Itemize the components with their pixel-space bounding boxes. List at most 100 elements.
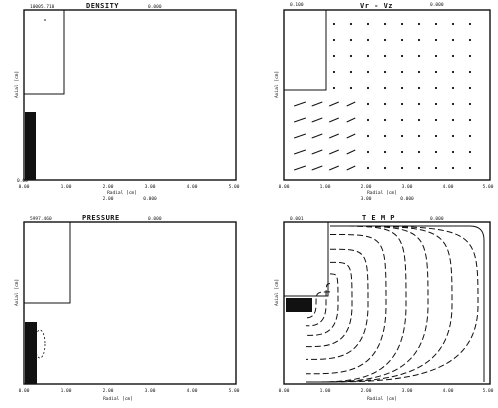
velocity-vector	[468, 134, 472, 138]
density-title: DENSITY	[86, 2, 119, 10]
velocity-vector	[468, 22, 472, 26]
x-tick: 2.00	[361, 184, 372, 190]
velocity-vector	[383, 70, 387, 74]
density-x-ticks: 0.00 1.00 2.00 3.00 4.00 5.00	[19, 184, 240, 190]
velocity-vector	[468, 54, 472, 58]
temp-top-left-value: 0.001	[290, 216, 304, 222]
velocity-title: Vr - Vz	[360, 2, 393, 10]
velocity-vector	[366, 166, 370, 170]
x-tick: 0.00	[279, 184, 290, 190]
isotherm-line	[305, 273, 339, 336]
isotherm-line	[305, 225, 429, 383]
velocity-vector	[451, 150, 455, 154]
velocity-vector	[329, 101, 339, 107]
velocity-vector	[311, 149, 323, 155]
velocity-vector	[434, 150, 438, 154]
velocity-vector-field	[294, 22, 472, 171]
velocity-vector	[451, 102, 455, 106]
velocity-vector	[417, 70, 421, 74]
velocity-vector	[366, 38, 370, 42]
velocity-vector	[417, 86, 421, 90]
velocity-vector	[366, 70, 370, 74]
density-y-axis-label: Axial [cm]	[14, 71, 20, 98]
velocity-vector	[383, 22, 387, 26]
temp-x-axis-label: Radial [cm]	[367, 396, 397, 402]
density-x-axis-label: Radial [cm]	[107, 190, 137, 196]
velocity-vector	[451, 118, 455, 122]
velocity-nozzle-outline	[284, 10, 327, 91]
velocity-vector	[451, 38, 455, 42]
velocity-vector	[311, 133, 323, 139]
velocity-vector	[349, 22, 353, 26]
temp-nozzle-outline	[284, 222, 329, 297]
x-tick: 0.00	[279, 388, 290, 394]
x-tick: 5.00	[483, 184, 494, 190]
isotherm-line	[330, 225, 485, 382]
velocity-vector	[346, 133, 356, 139]
velocity-vector	[468, 38, 472, 42]
velocity-vector	[400, 38, 404, 42]
velocity-x-axis-label: Radial [cm]	[367, 190, 397, 196]
velocity-vector	[311, 165, 323, 171]
velocity-vector	[468, 118, 472, 122]
x-tick: 2.00	[361, 388, 372, 394]
isotherm-line	[305, 248, 369, 360]
velocity-y-axis-label: Axial [cm]	[274, 71, 280, 98]
velocity-vector	[417, 166, 421, 170]
velocity-vector	[366, 134, 370, 138]
pressure-jet-region	[25, 322, 37, 384]
velocity-vector	[366, 22, 370, 26]
velocity-vector	[346, 149, 356, 155]
velocity-vector	[400, 102, 404, 106]
velocity-vector	[451, 54, 455, 58]
x-tick: 1.00	[61, 184, 72, 190]
velocity-vector	[346, 101, 356, 107]
x-tick: 2.00	[103, 184, 114, 190]
velocity-vector	[366, 54, 370, 58]
density-top-left-value: 10005.710	[30, 4, 55, 10]
velocity-vector	[294, 101, 306, 107]
velocity-vector	[468, 166, 472, 170]
velocity-vector	[332, 86, 336, 90]
velocity-vector	[332, 54, 336, 58]
velocity-vector	[346, 117, 356, 123]
velocity-vector	[468, 150, 472, 154]
velocity-vector	[366, 150, 370, 154]
velocity-vector	[346, 165, 356, 171]
velocity-vector	[468, 102, 472, 106]
velocity-vector	[400, 86, 404, 90]
velocity-vector	[294, 149, 306, 155]
temp-title: T E M P	[362, 214, 395, 222]
velocity-vector	[434, 134, 438, 138]
x-tick: 3.00	[145, 388, 156, 394]
velocity-top-right-value: 0.000	[430, 2, 444, 8]
temp-hot-core	[286, 298, 312, 312]
velocity-vector	[451, 134, 455, 138]
density-panel: 10005.710 DENSITY 0.000 Axial [cm] 0.00 …	[14, 2, 240, 202]
velocity-vector	[417, 134, 421, 138]
velocity-vector	[366, 102, 370, 106]
velocity-vector	[349, 86, 353, 90]
x-tick: 5.00	[483, 388, 494, 394]
velocity-vector	[329, 149, 339, 155]
temp-top-right-value: 0.000	[430, 216, 444, 222]
density-subvalue-1: 2.00	[103, 196, 114, 202]
velocity-vector	[366, 86, 370, 90]
x-tick: 3.00	[402, 388, 413, 394]
isotherm-line	[305, 283, 331, 327]
velocity-vector	[468, 70, 472, 74]
velocity-vector	[451, 22, 455, 26]
velocity-vector	[434, 54, 438, 58]
velocity-vector	[329, 133, 339, 139]
velocity-vector	[311, 117, 323, 123]
velocity-vector	[417, 38, 421, 42]
pressure-panel: 5997.460 PRESSURE 0.000 Axial [cm] 0.00 …	[14, 214, 240, 402]
isotherm-line	[305, 233, 387, 375]
density-plot-frame	[23, 9, 237, 181]
velocity-vector	[400, 134, 404, 138]
pressure-nozzle-outline	[24, 222, 71, 304]
x-tick: 1.00	[320, 388, 331, 394]
velocity-vector	[434, 166, 438, 170]
velocity-vector	[383, 86, 387, 90]
temp-panel: 0.001 T E M P 0.000 Axial [cm] 0.00 1.00…	[274, 214, 494, 402]
